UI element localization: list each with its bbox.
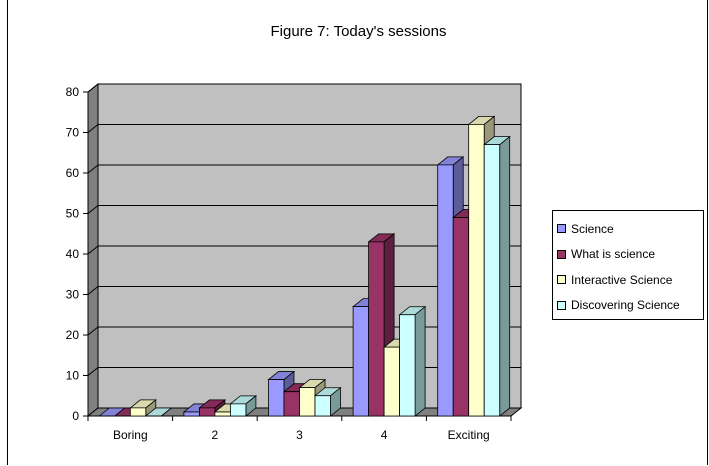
legend-swatch <box>557 275 566 285</box>
bar-discovering-science-3 <box>313 386 342 417</box>
legend-label: Science <box>571 221 614 236</box>
legend-item: What is science <box>557 242 703 268</box>
y-tick-label: 30 <box>66 288 80 302</box>
y-tick-label: 0 <box>72 409 79 423</box>
chart-frame: Figure 7: Today's sessions 0 10 20 30 40 50 60… <box>7 0 708 465</box>
y-tick-label: 40 <box>66 247 80 261</box>
legend-swatch <box>557 249 566 259</box>
gridline-side <box>87 124 99 133</box>
gridline-side <box>87 164 99 174</box>
bar-discovering-science-4 <box>398 305 427 417</box>
y-tick-label: 50 <box>66 207 80 221</box>
y-tick-label: 70 <box>66 126 80 140</box>
x-tick-label: 2 <box>212 428 219 442</box>
legend-item: Science <box>557 216 703 242</box>
y-tick-label: 60 <box>66 166 80 180</box>
legend-item: Discovering Science <box>557 293 703 319</box>
x-tick-label: Boring <box>113 428 148 442</box>
legend-label: Interactive Science <box>571 272 673 287</box>
chart-title: Figure 7: Today's sessions <box>270 23 447 40</box>
legend-label: Discovering Science <box>571 298 680 313</box>
gridline-side <box>87 205 99 214</box>
y-tick-label: 10 <box>66 369 80 383</box>
bar-chart: 0 10 20 30 40 50 60 70 80 Boring 2 3 4 Exciting <box>66 82 523 442</box>
gridline-side <box>87 83 99 93</box>
y-tick-label: 80 <box>66 85 80 99</box>
bar-discovering-science-exciting <box>483 135 511 417</box>
bar-discovering-science-2 <box>229 395 258 417</box>
gridline-side <box>87 245 99 255</box>
gridline-side <box>87 286 99 295</box>
legend-swatch <box>557 300 566 310</box>
y-tick-label: 20 <box>66 328 80 342</box>
gridline-side <box>87 367 99 376</box>
gridline-side <box>87 326 99 336</box>
legend: Science What is science Interactive Scienc… <box>552 210 704 320</box>
bar-discovering-science-boring <box>144 407 173 417</box>
legend-swatch <box>557 224 566 234</box>
x-tick-label: Exciting <box>448 428 490 442</box>
legend-item: Interactive Science <box>557 267 703 293</box>
legend-label: What is science <box>571 247 656 262</box>
x-tick-label: 3 <box>296 428 303 442</box>
x-tick-label: 4 <box>381 428 388 442</box>
